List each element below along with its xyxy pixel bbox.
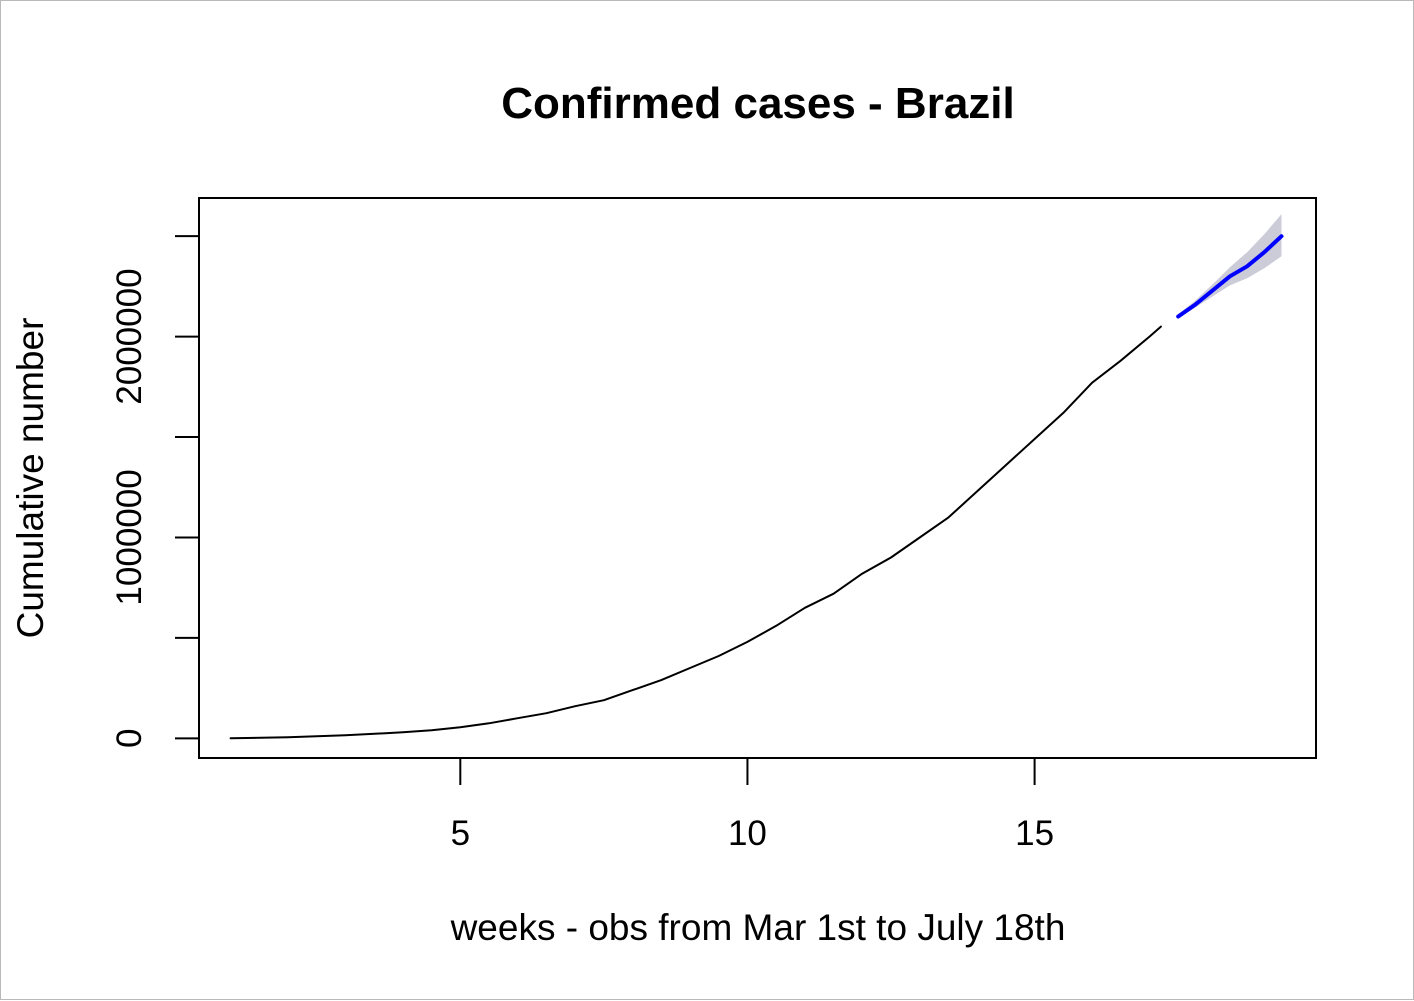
y-tick-label: 2000000	[110, 268, 149, 404]
x-tick-label: 15	[1015, 814, 1054, 853]
plot-area	[229, 214, 1284, 740]
chart-title: Confirmed cases - Brazil	[501, 79, 1015, 128]
x-tick-label: 5	[451, 814, 470, 853]
y-tick-label: 1000000	[110, 469, 149, 605]
x-axis: 5 10 15	[451, 757, 1054, 853]
forecast-series-line	[1176, 234, 1284, 319]
y-axis-label: Cumulative number	[10, 318, 51, 639]
forecast-interval-band	[1178, 214, 1282, 319]
y-axis: 0 1000000 2000000	[110, 235, 200, 748]
observed-series-line	[229, 325, 1162, 740]
x-axis-label: weeks - obs from Mar 1st to July 18th	[450, 907, 1066, 948]
plot-box	[198, 197, 1317, 759]
x-tick-label: 10	[728, 814, 767, 853]
y-tick-label: 0	[110, 729, 149, 748]
